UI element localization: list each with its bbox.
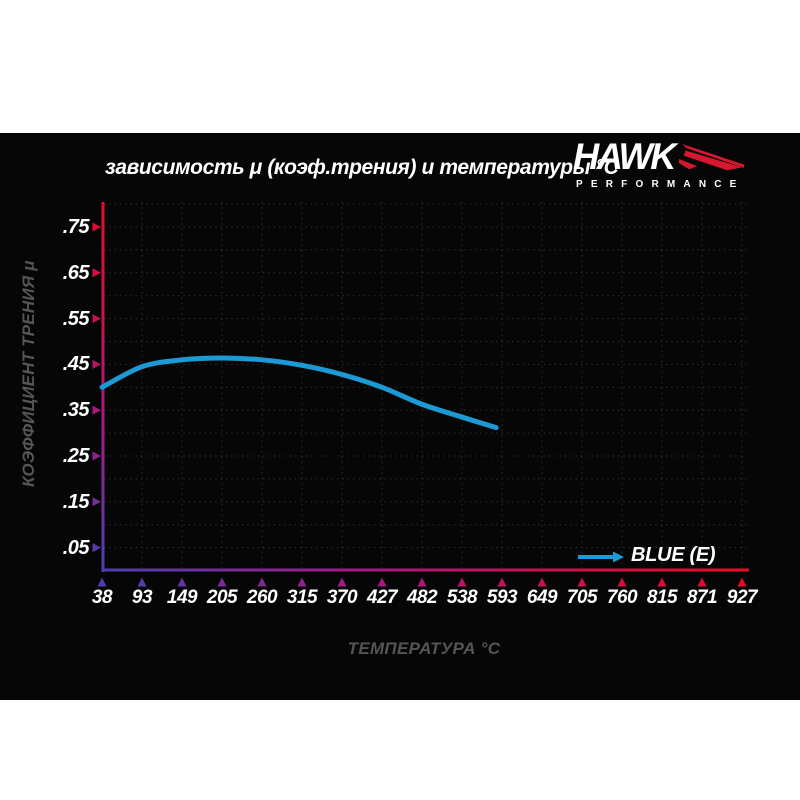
x-tick-arrow xyxy=(697,577,707,587)
x-tick-label: 370 xyxy=(326,587,358,608)
logo-subtext: PERFORMANCE xyxy=(576,179,745,190)
x-tick-arrow xyxy=(497,577,507,587)
y-tick-label: .65 xyxy=(62,261,90,284)
x-tick-arrow xyxy=(577,577,587,587)
x-tick-label: 38 xyxy=(91,587,113,608)
y-tick-arrow xyxy=(92,497,101,507)
x-tick-label: 705 xyxy=(566,587,598,608)
y-tick-arrow xyxy=(92,451,101,461)
y-tick-label: .35 xyxy=(62,399,90,422)
y-tick-arrow xyxy=(92,314,101,324)
y-tick-arrow xyxy=(92,359,101,369)
y-tick-arrow xyxy=(92,268,101,278)
y-tick-label: .75 xyxy=(62,216,90,238)
y-tick-arrow xyxy=(92,405,101,415)
x-tick-label: 93 xyxy=(131,587,153,608)
y-tick-label: .25 xyxy=(62,445,90,467)
x-tick-arrow xyxy=(257,577,267,587)
x-tick-label: 482 xyxy=(406,587,438,608)
logo-brand-text: HAWK xyxy=(573,136,676,177)
x-tick-label: 427 xyxy=(366,587,398,608)
chart-title: зависимость μ (коэф.трения) и температур… xyxy=(105,156,619,179)
friction-curve xyxy=(99,355,499,431)
logo-row: HAWK xyxy=(573,136,763,177)
x-tick-arrow xyxy=(457,577,467,587)
x-tick-arrow xyxy=(137,577,147,587)
y-tick-label: .45 xyxy=(62,353,90,376)
x-tick-label: 927 xyxy=(726,587,758,608)
x-tick-arrow xyxy=(417,577,427,587)
x-tick-arrow xyxy=(657,577,667,587)
x-tick-label: 871 xyxy=(686,587,718,608)
legend-label: BLUE (E) xyxy=(631,544,716,566)
x-tick-label: 315 xyxy=(286,587,318,608)
x-tick-label: 538 xyxy=(446,587,478,608)
y-tick-arrow xyxy=(92,543,101,553)
x-tick-label: 649 xyxy=(526,587,558,608)
hawk-wing-icon xyxy=(679,143,745,171)
x-tick-label: 205 xyxy=(206,587,238,608)
x-tick-arrow xyxy=(297,577,307,587)
y-tick-label: .05 xyxy=(62,536,90,559)
x-tick-arrow xyxy=(337,577,347,587)
x-tick-arrow xyxy=(97,577,107,587)
x-tick-arrow xyxy=(617,577,627,587)
y-tick-label: .15 xyxy=(62,490,90,513)
y-tick-arrow xyxy=(92,222,101,232)
x-tick-arrow xyxy=(177,577,187,587)
x-tick-label: 149 xyxy=(166,587,198,608)
hawk-logo: HAWK PERFORMANCE xyxy=(573,136,763,190)
x-tick-arrow xyxy=(217,577,227,587)
x-tick-label: 815 xyxy=(646,587,678,608)
x-tick-arrow xyxy=(537,577,547,587)
x-axis-title: ТЕМПЕРАТУРА °C xyxy=(347,639,501,658)
grid xyxy=(104,202,748,569)
x-tick-label: 593 xyxy=(486,587,518,608)
x-tick-arrow xyxy=(377,577,387,587)
x-tick-label: 260 xyxy=(246,587,278,608)
x-tick-label: 760 xyxy=(606,587,638,608)
x-tick-arrow xyxy=(737,577,747,587)
y-tick-label: .55 xyxy=(62,307,90,330)
legend-arrow-icon xyxy=(613,551,624,563)
